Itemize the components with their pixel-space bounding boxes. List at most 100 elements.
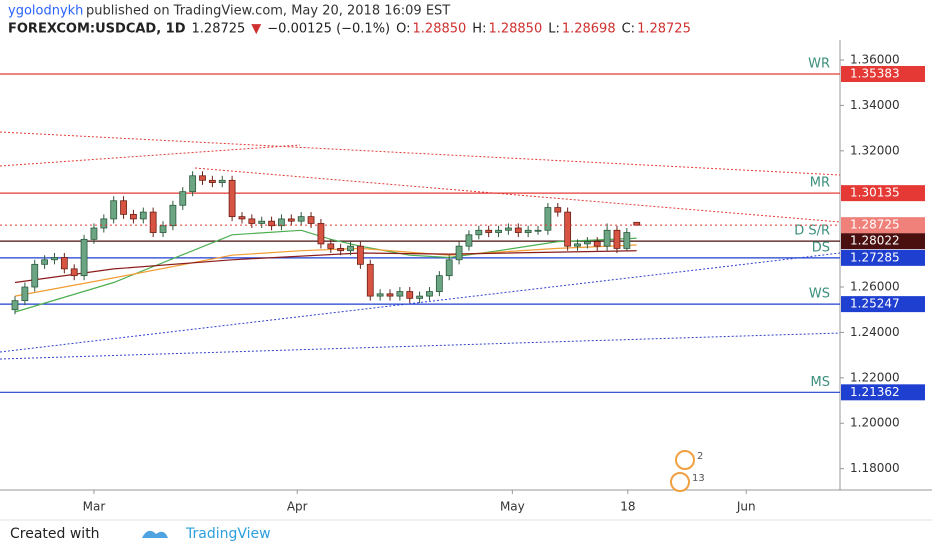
candle-body (208, 179, 216, 183)
candle-body (396, 291, 404, 297)
level-label-box (841, 185, 925, 202)
header-c-label: C: (622, 22, 635, 37)
candle-body (317, 223, 325, 245)
level-label: 1.28022 (850, 234, 900, 248)
event-marker (670, 472, 690, 492)
candle-body (455, 245, 463, 261)
candle-body (376, 293, 384, 297)
candle-body (80, 238, 88, 277)
candle-body (149, 211, 157, 233)
level-label-box (841, 233, 925, 250)
trend-line (0, 332, 841, 360)
candle-body (110, 200, 118, 220)
candle-body (613, 229, 621, 249)
y-tick-label: 1.18000 (850, 461, 900, 475)
candle-body (287, 218, 295, 222)
candle-body (268, 220, 275, 227)
level-label: 1.27285 (850, 250, 900, 264)
candle-body (554, 207, 562, 213)
candle-body (505, 227, 512, 231)
header-l-label: L: (548, 22, 560, 37)
level-name: WR (808, 56, 830, 71)
header-last: 1.28725 (192, 22, 246, 37)
candle-body (514, 227, 522, 233)
candle-body (159, 225, 167, 233)
x-tick-label: Mar (83, 500, 106, 514)
header-change: −0.00125 (−0.1%) (267, 22, 390, 37)
candle-body (564, 211, 572, 247)
header-c: 1.28725 (637, 22, 691, 37)
x-tick-label: Apr (287, 500, 308, 514)
candle-body (495, 229, 502, 233)
candle-body (199, 175, 206, 181)
candle-body (11, 300, 19, 311)
level-name: MR (810, 176, 830, 191)
x-tick-label: May (500, 500, 525, 514)
candle-body (534, 229, 542, 232)
header-o: 1.28850 (413, 22, 467, 37)
y-tick-label: 1.36000 (850, 52, 900, 66)
candle-body (583, 241, 591, 245)
trend-lines (0, 131, 841, 360)
header-line: FOREXCOM:USDCAD, 1D 1.28725 ▼ −0.00125 (−0.… (8, 22, 691, 37)
y-tick-label: 1.34000 (850, 98, 900, 112)
candle-body (297, 216, 305, 222)
candle-body (248, 218, 256, 224)
header-l: 1.28698 (562, 22, 616, 37)
candle-body (139, 211, 147, 220)
y-tick-label: 1.24000 (850, 325, 900, 339)
level-name: D S/R (794, 224, 830, 239)
candle-body (238, 216, 246, 220)
candle-body (41, 259, 49, 265)
level-label-box (841, 65, 925, 82)
candle-body (347, 245, 354, 252)
y-tick-label: 1.20000 (850, 416, 900, 430)
candle-body (169, 204, 177, 227)
event-count: 13 (692, 473, 705, 484)
candle-body (475, 229, 483, 236)
level-label: 1.30135 (850, 186, 900, 200)
candle-body (406, 291, 414, 299)
candle-body (337, 248, 345, 252)
candle-body (218, 179, 226, 183)
candle-body (70, 268, 78, 277)
level-label-box (841, 249, 925, 266)
trend-line (0, 252, 841, 353)
candle-body (524, 229, 532, 233)
published: published on TradingView.com, May 20, 20… (86, 4, 450, 19)
candle-body (386, 293, 394, 297)
candle-body (574, 243, 581, 247)
candle-body (179, 191, 187, 206)
candle-body (544, 207, 552, 231)
candle-body (189, 175, 197, 193)
level-label-box (841, 384, 925, 401)
y-tick-label: 1.32000 (850, 143, 900, 157)
candle-body (120, 200, 127, 215)
candle-body (51, 257, 58, 261)
candle-body (416, 295, 424, 299)
y-tick-label: 1.26000 (850, 280, 900, 294)
candle-body (60, 257, 68, 270)
footer-brand: TradingView (185, 526, 271, 542)
header-h: 1.28850 (488, 22, 542, 37)
candle-body (258, 220, 266, 224)
candle-body (593, 241, 601, 247)
trend-line (0, 131, 841, 176)
header-h-label: H: (472, 22, 486, 37)
candle-body (21, 286, 29, 302)
candle-body (31, 263, 39, 288)
level-label: 1.25247 (850, 297, 900, 311)
candle-body (307, 216, 315, 224)
candle-body (366, 263, 374, 297)
footer-created: Created with (10, 526, 100, 542)
level-name: WS (809, 287, 830, 302)
candle-body (327, 243, 335, 249)
candle-body (603, 229, 611, 247)
header-o-label: O: (396, 22, 410, 37)
event-marker (675, 450, 695, 470)
author: ygolodnykh (8, 4, 83, 19)
candle-body (100, 218, 108, 229)
level-label: 1.21362 (850, 385, 900, 399)
